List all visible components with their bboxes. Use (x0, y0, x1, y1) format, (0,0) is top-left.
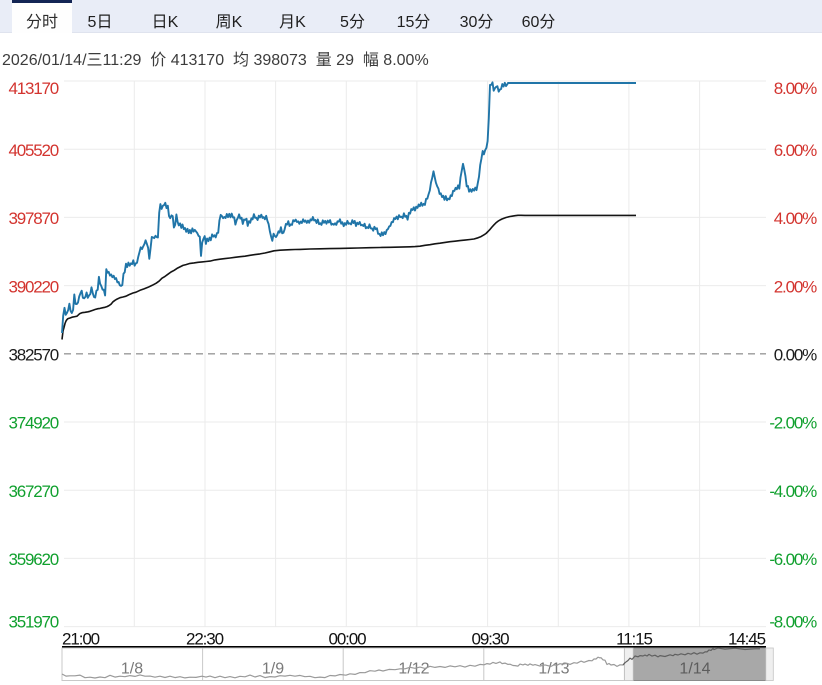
svg-text:22:30: 22:30 (186, 630, 224, 649)
svg-text:1/9: 1/9 (262, 661, 284, 678)
svg-text:00:00: 00:00 (328, 630, 366, 649)
svg-text:1/14: 1/14 (679, 661, 710, 678)
svg-text:14:45: 14:45 (728, 630, 766, 649)
svg-text:351970: 351970 (8, 613, 58, 632)
svg-text:397870: 397870 (8, 209, 58, 228)
svg-text:413170: 413170 (8, 79, 58, 98)
svg-text:-2.00%: -2.00% (769, 414, 817, 433)
svg-text:0.00%: 0.00% (774, 346, 817, 365)
svg-text:-4.00%: -4.00% (769, 482, 817, 501)
svg-text:-6.00%: -6.00% (769, 550, 817, 569)
svg-text:21:00: 21:00 (62, 630, 100, 649)
svg-text:374920: 374920 (8, 414, 58, 433)
svg-text:1/8: 1/8 (121, 661, 143, 678)
svg-text:6.00%: 6.00% (774, 141, 817, 160)
svg-text:1/12: 1/12 (398, 661, 429, 678)
svg-text:405520: 405520 (8, 141, 58, 160)
svg-text:8.00%: 8.00% (774, 79, 817, 98)
svg-text:2.00%: 2.00% (774, 277, 817, 296)
svg-text:09:30: 09:30 (471, 630, 509, 649)
svg-text:-8.00%: -8.00% (769, 613, 817, 632)
svg-text:390220: 390220 (8, 277, 58, 296)
svg-text:382570: 382570 (8, 346, 58, 365)
svg-text:11:15: 11:15 (616, 630, 652, 649)
svg-text:1/13: 1/13 (538, 661, 569, 678)
svg-text:359620: 359620 (8, 550, 58, 569)
svg-text:367270: 367270 (8, 482, 58, 501)
svg-text:4.00%: 4.00% (774, 209, 817, 228)
